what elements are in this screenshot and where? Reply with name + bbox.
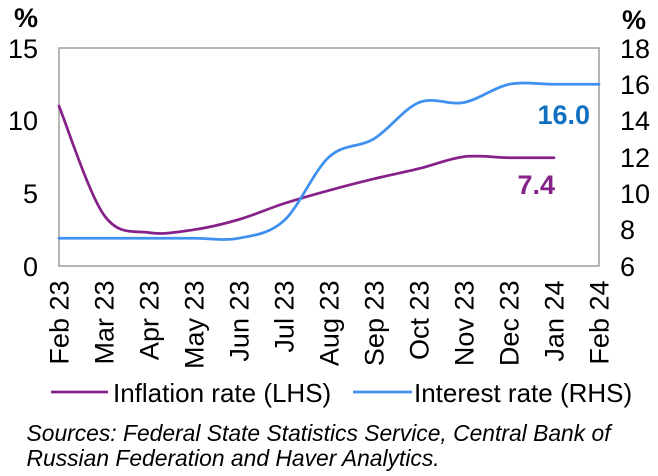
svg-text:Apr 23: Apr 23	[135, 281, 165, 361]
svg-text:Jul 23: Jul 23	[270, 281, 300, 353]
svg-text:May 23: May 23	[180, 281, 210, 370]
svg-text:Feb 24: Feb 24	[585, 281, 615, 365]
svg-text:Aug 23: Aug 23	[315, 281, 345, 367]
svg-text:Jun 23: Jun 23	[225, 281, 255, 362]
svg-text:Mar 23: Mar 23	[90, 281, 120, 365]
svg-text:Feb 23: Feb 23	[45, 281, 75, 365]
svg-text:Oct 23: Oct 23	[405, 281, 435, 361]
svg-text:Sep 23: Sep 23	[360, 281, 390, 367]
svg-text:Nov 23: Nov 23	[450, 281, 480, 367]
svg-text:Dec 23: Dec 23	[495, 281, 525, 367]
svg-text:Jan 24: Jan 24	[540, 281, 570, 362]
